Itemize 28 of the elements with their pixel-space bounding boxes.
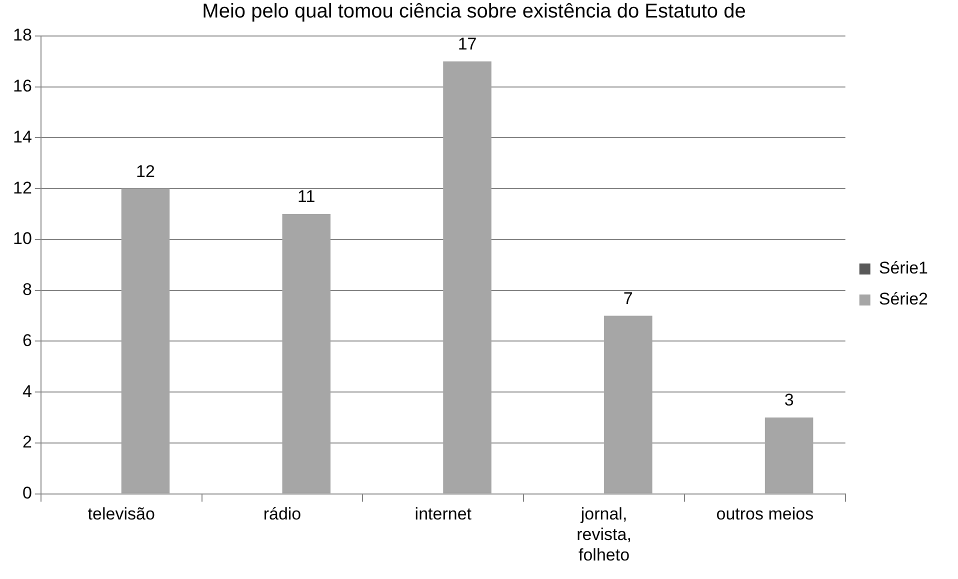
x-tick-label: outros meios [716,504,814,524]
data-label: 12 [136,162,155,181]
y-tick-label: 10 [12,229,32,248]
x-tick-label: televisão [88,504,155,524]
y-tick-label: 0 [22,483,32,502]
legend-label: Série1 [878,258,928,278]
y-tick-label: 4 [22,382,32,401]
y-tick-label: 2 [22,432,32,452]
bar [121,188,170,494]
y-tick-label: 6 [22,330,32,350]
y-tick-label: 16 [12,76,32,96]
legend-label: Série2 [878,290,928,309]
data-label: 11 [298,187,316,206]
data-label: 17 [458,34,477,54]
x-tick-label: rádio [263,504,302,524]
y-tick-label: 14 [12,127,32,146]
bar [282,214,331,494]
bar [604,316,652,494]
x-tick-label: internet [414,504,472,524]
bar [443,61,492,494]
chart-title: Meio pelo qual tomou ciência sobre existência do Estatuto de [202,0,746,23]
data-label: 7 [623,288,633,308]
y-tick-label: 8 [22,280,32,300]
bar [764,418,814,494]
y-tick-label: 12 [12,178,32,198]
y-tick-label: 18 [12,26,32,45]
data-label: 3 [784,390,794,410]
x-tick-label: jornal, revista, folheto [576,504,632,564]
